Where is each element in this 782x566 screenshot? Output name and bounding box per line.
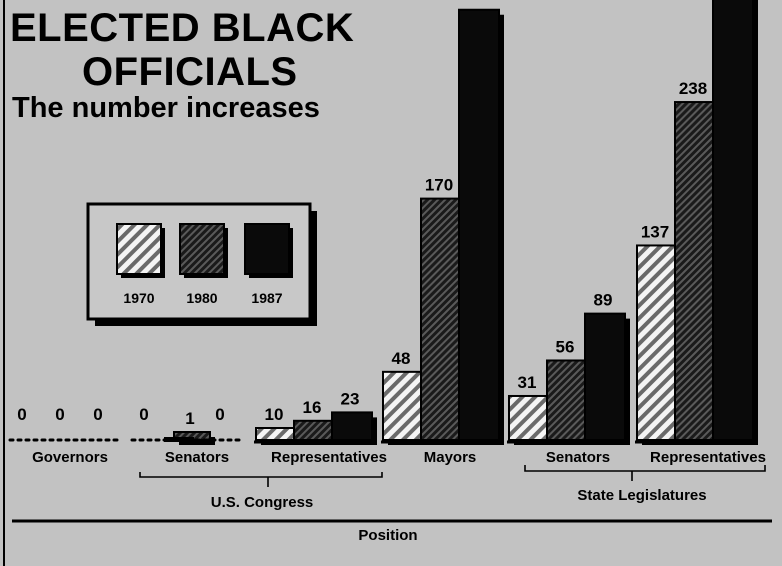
category-label-0: Governors: [32, 449, 108, 466]
group-label-state-legislatures: State Legislatures: [577, 487, 706, 504]
data-label-1987-1: 0: [215, 405, 224, 424]
data-label-1987-2: 23: [341, 389, 360, 408]
bar-1987-4: [584, 312, 626, 441]
legend-swatch-1970: [116, 223, 162, 275]
data-label-1980-3: 170: [425, 176, 453, 195]
bar-1987-3: [458, 8, 500, 442]
data-label-1980-1: 1: [185, 409, 194, 428]
bar-1980-3: [420, 197, 462, 441]
category-label-3: Mayors: [424, 449, 477, 466]
data-label-1970-4: 31: [518, 373, 537, 392]
bar-1987-2: [331, 411, 373, 441]
legend-label-1980: 1980: [186, 290, 217, 306]
data-label-1987-0: 0: [93, 405, 102, 424]
category-label-5: Representatives: [650, 449, 766, 466]
data-label-1980-2: 16: [303, 398, 322, 417]
data-label-1970-1: 0: [139, 405, 148, 424]
group-label-us-congress: U.S. Congress: [211, 494, 314, 511]
chart-subtitle: The number increases: [12, 92, 320, 124]
bar-1980-4: [546, 359, 588, 442]
legend-swatch-1980: [179, 223, 225, 275]
chart-title-line-1: ELECTED BLACK: [10, 6, 355, 50]
bar-1980-5: [674, 101, 716, 441]
data-label-1980-5: 238: [679, 79, 707, 98]
data-label-1970-3: 48: [392, 349, 411, 368]
bar-1970-5: [636, 244, 678, 441]
data-label-1980-0: 0: [55, 405, 64, 424]
bar-1980-2: [293, 419, 335, 441]
data-label-1970-5: 137: [641, 222, 669, 241]
chart-title-line-2: OFFICIALS: [82, 50, 298, 94]
legend-label-1987: 1987: [251, 290, 282, 306]
bar-1970-4: [508, 394, 550, 442]
bracket-state-legislatures: [524, 465, 766, 472]
data-label-1987-4: 89: [594, 291, 613, 310]
category-label-2: Representatives: [271, 449, 387, 466]
bar-1987-5: [712, 0, 754, 441]
x-axis-title: Position: [358, 527, 417, 544]
bar-1970-3: [382, 370, 424, 441]
legend-swatch-1987: [244, 223, 290, 275]
data-label-1980-4: 56: [556, 337, 575, 356]
data-label-1970-0: 0: [17, 405, 26, 424]
category-label-1: Senators: [165, 449, 229, 466]
bracket-us-congress: [139, 472, 383, 478]
legend-label-1970: 1970: [123, 290, 154, 306]
bar-1970-2: [255, 427, 297, 441]
category-label-4: Senators: [546, 449, 610, 466]
data-label-1970-2: 10: [265, 405, 284, 424]
